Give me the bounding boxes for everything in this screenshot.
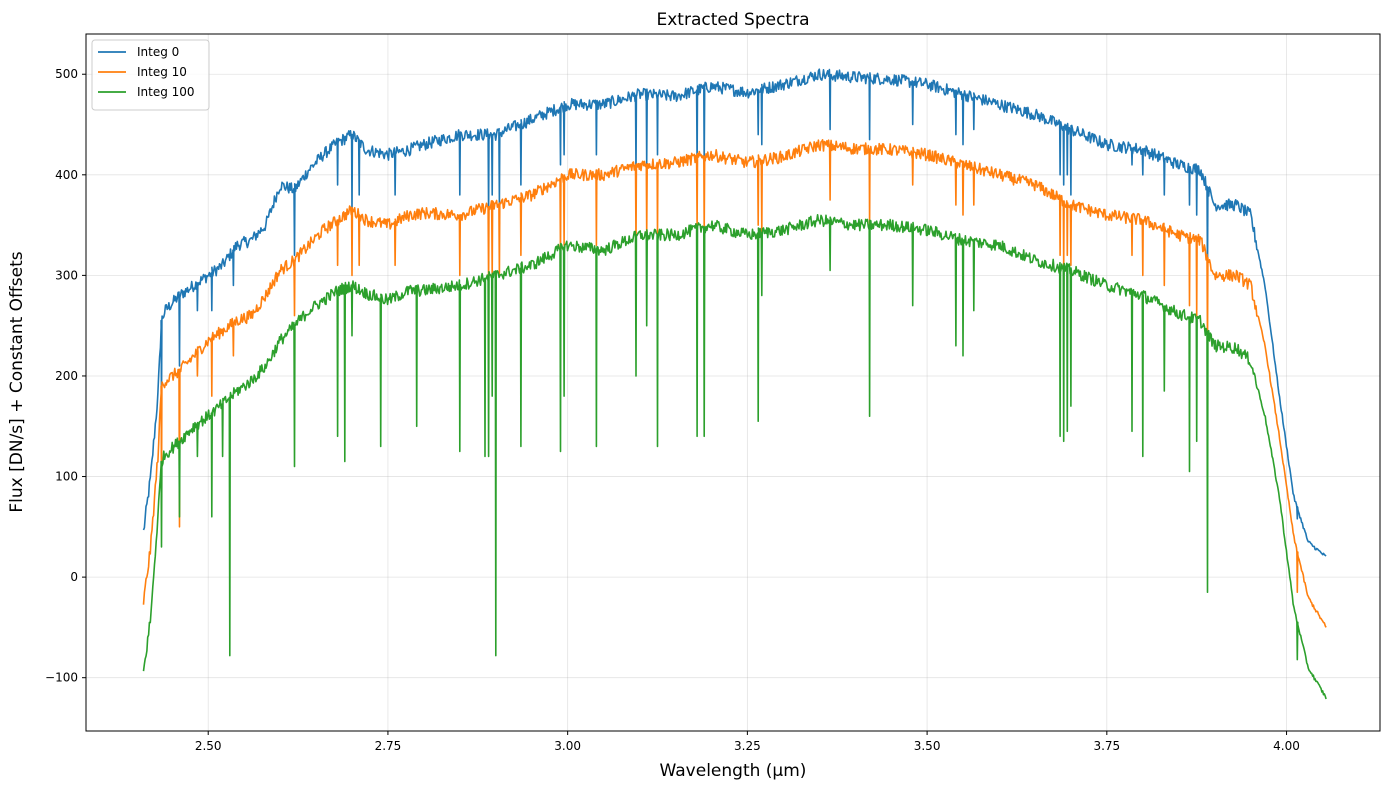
x-tick-label: 2.50	[195, 739, 222, 753]
x-tick-label: 3.25	[734, 739, 761, 753]
y-tick-label: 400	[55, 168, 78, 182]
series-line	[142, 214, 1327, 700]
legend-label: Integ 10	[137, 65, 187, 79]
y-tick-label: 0	[70, 570, 78, 584]
x-tick-label: 4.00	[1273, 739, 1300, 753]
x-axis-title: Wavelength (µm)	[660, 761, 807, 781]
legend-label: Integ 0	[137, 45, 179, 59]
y-tick-label: 200	[55, 369, 78, 383]
chart-title: Extracted Spectra	[657, 10, 810, 30]
legend-label: Integ 100	[137, 85, 195, 99]
legend: Integ 0 Integ 10 Integ 100	[91, 39, 210, 111]
x-tick-label: 3.50	[914, 739, 941, 753]
series-line	[142, 139, 1327, 628]
x-tick-label: 3.75	[1093, 739, 1120, 753]
ticks: 2.50 2.75 3.00 3.25 3.50 3.75 4.00 −100 0 100 200 3…	[45, 67, 1300, 753]
y-tick-label: 100	[55, 470, 78, 484]
series-line	[142, 68, 1327, 557]
plot-frame	[85, 33, 1381, 732]
x-tick-label: 2.75	[375, 739, 402, 753]
y-axis-title: Flux [DN/s] + Constant Offsets	[7, 251, 27, 512]
y-tick-label: 500	[55, 67, 78, 81]
series-layer	[142, 68, 1327, 700]
y-tick-label: −100	[45, 671, 78, 685]
y-tick-label: 300	[55, 268, 78, 282]
x-tick-label: 3.00	[554, 739, 581, 753]
